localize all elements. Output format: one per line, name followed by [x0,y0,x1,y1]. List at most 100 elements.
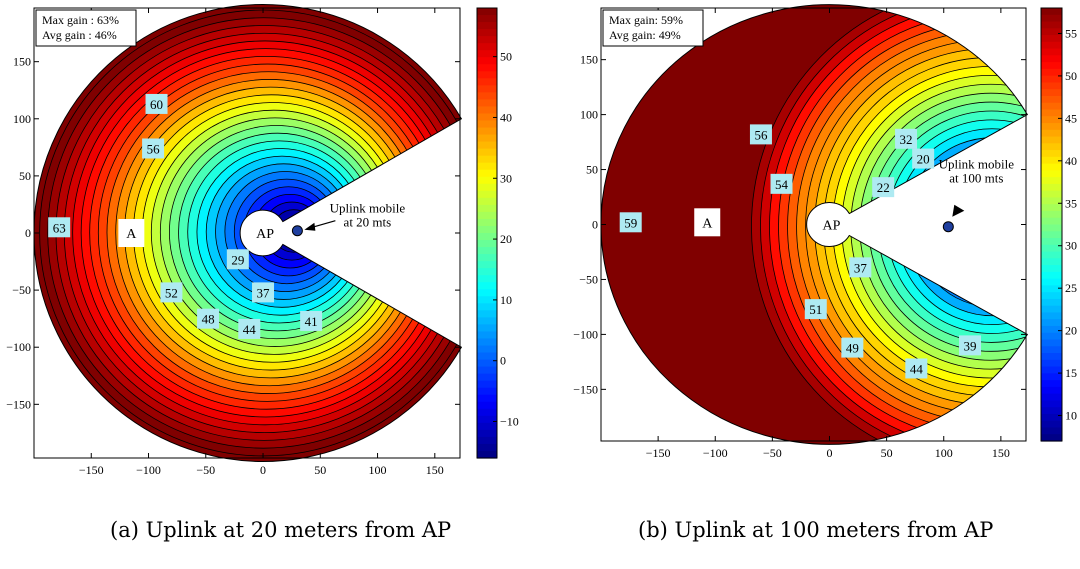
colorbar-segment [477,64,497,72]
colorbar-segment [477,359,497,368]
colorbar-segment [1041,319,1062,327]
colorbar-segment [1041,231,1062,239]
colorbar-segment [1041,413,1062,422]
colorbar-segment [1041,183,1062,192]
colorbar-tick-label: 30 [1065,239,1077,253]
colorbar-segment [1041,35,1062,43]
level-label-box [48,217,71,238]
colorbar-segment [1041,14,1062,23]
y-tick-label: −150 [6,397,31,411]
level-label-box [142,138,165,159]
colorbar-tick-label: 45 [1065,111,1077,125]
colorbar-segment [477,261,497,269]
info-box-line: Avg gain : 46% [42,28,117,42]
colorbar-segment [477,401,497,410]
colorbar-segment [477,247,497,255]
level-label: 48 [202,312,215,327]
mobile-label: at 20 mts [344,215,392,230]
colorbar-tick-label: −10 [500,415,519,429]
level-label-box [619,212,642,233]
colorbar-segment [1041,95,1062,104]
x-tick-label: −100 [136,463,161,477]
colorbar-segment [477,36,497,44]
level-label: 49 [846,341,859,356]
colorbar-segment [477,422,497,431]
colorbar-tick-label: 50 [1065,69,1077,83]
colorbar-segment [477,92,497,101]
sector-outline [33,4,463,462]
colorbar-segment [477,352,497,361]
colorbar-tick-label: 10 [1065,409,1077,423]
colorbar-tick-label: 50 [500,50,512,64]
level-label: 54 [775,177,789,192]
mobile-marker [291,225,303,237]
colorbar-segment [1041,48,1062,56]
y-tick-label: 50 [586,163,598,177]
y-tick-label: −50 [12,283,31,297]
x-tick-label: −150 [79,463,104,477]
colorbar-segment [1041,129,1062,138]
colorbar-segment [1041,251,1062,259]
point-a-box [694,208,721,237]
colorbar-segment [1041,204,1062,212]
colorbar-tick-label: 55 [1065,26,1077,40]
colorbar-segment [1041,332,1062,341]
contour-fills [601,4,1028,445]
x-tick-label: 100 [935,446,953,460]
level-label-box [252,282,275,303]
colorbar-segment [477,134,497,143]
colorbar-segment [1041,177,1062,185]
colorbar-segment [1041,366,1062,374]
mobile-label: Uplink mobile [939,157,1015,172]
level-label-box [959,335,982,356]
colorbar-segment [1041,143,1062,151]
colorbar-segment [1041,427,1062,435]
colorbar-segment [477,106,497,115]
point-a-label: A [702,216,713,231]
colorbar: 50 40 30 20 10 0 −10 [476,7,519,459]
colorbar-segment [477,71,497,79]
info-box-frame [602,9,704,47]
info-box-line: Max gain : 63% [42,13,119,27]
colorbar-segment [477,296,497,304]
colorbar-segment [1041,420,1062,429]
colorbar-segment [1041,380,1062,388]
colorbar-tick-label: 20 [500,232,512,246]
colorbar-tick-label: 20 [1065,324,1077,338]
colorbar-segment [477,443,497,452]
mobile-label: at 100 mts [949,171,1003,186]
level-label: 39 [964,338,977,353]
colorbar-segment [477,190,497,199]
level-label: 37 [257,285,271,300]
level-label: 56 [754,127,768,142]
y-tick-label: −50 [579,272,598,286]
colorbar-segment [477,169,497,178]
colorbar-segment [477,29,497,37]
colorbar-segment [477,289,497,297]
colorbar-segment [477,429,497,438]
colorbar-segment [1041,359,1062,368]
colorbar-segment [477,345,497,354]
colorbar-segment [1041,373,1062,381]
level-label-box [238,318,261,339]
colorbar-segment [477,408,497,417]
colorbar-tick-label: 0 [500,354,506,368]
colorbar-tick-label: 40 [1065,154,1077,168]
colorbar-segment [477,317,497,326]
colorbar-segment [477,43,497,51]
level-label: 41 [305,314,318,329]
ap-label: AP [256,227,274,242]
colorbar-segment [1041,123,1062,131]
colorbar-segment [1041,305,1062,314]
colorbar: 55 50 45 40 35 30 25 20 15 10 [1040,7,1077,442]
level-label-box [841,337,864,358]
x-tick-label: 0 [260,463,266,477]
contour-band [940,172,1028,281]
colorbar-segment [477,15,497,23]
colorbar-segment [1041,353,1062,361]
colorbar-segment [1041,400,1062,408]
level-label: 37 [854,260,868,275]
colorbar-tick-label: 25 [1065,281,1077,295]
colorbar-segment [1041,136,1062,144]
